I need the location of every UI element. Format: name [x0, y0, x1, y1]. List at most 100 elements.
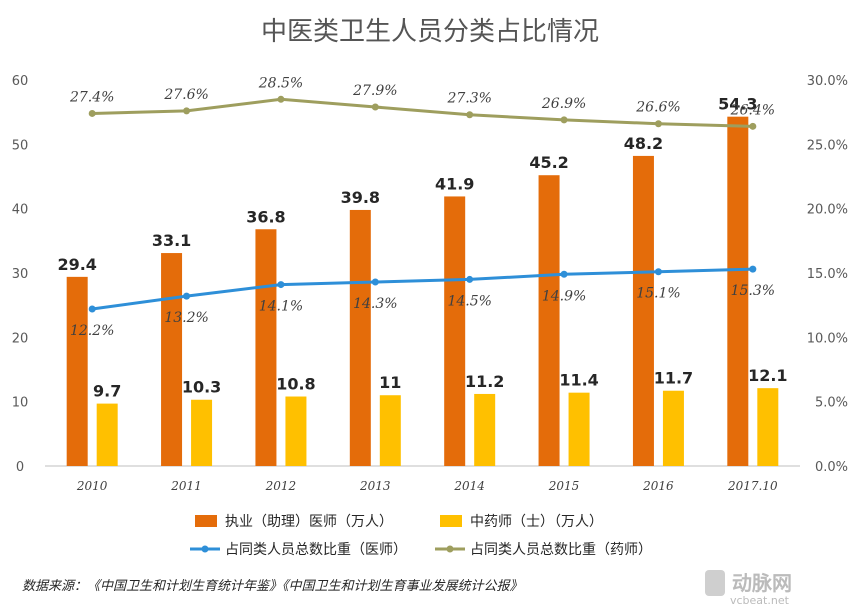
legend-label: 中药师（士）（万人） — [470, 514, 603, 530]
pharmacist-bar-label: 12.1 — [748, 366, 787, 385]
physician-share-line — [91, 267, 753, 311]
physician-bar — [349, 209, 371, 466]
pharmacist-bar-label: 11.4 — [559, 371, 598, 390]
physician-share-label: 12.2% — [70, 323, 114, 339]
left-y-tick: 60 — [12, 74, 29, 89]
pharmacist-bar — [757, 388, 779, 466]
physician-bar — [444, 196, 466, 466]
legend-swatch-marker — [446, 545, 454, 553]
source-note: 数据来源：《中国卫生和计划生育统计年鉴》《中国卫生和计划生育事业发展统计公报》 — [22, 578, 523, 594]
physician-bar-label: 45.2 — [529, 153, 568, 172]
pharmacist-share-point — [371, 103, 379, 111]
pharmacist-bar — [191, 399, 213, 466]
physician-bar-label: 54.3 — [718, 95, 757, 114]
watermark-logo: 动脉网 vcbeat.net — [705, 570, 792, 607]
physician-bar — [538, 175, 560, 467]
pharmacist-share-label: 27.4% — [69, 89, 114, 105]
x-tick-label: 2016 — [642, 479, 674, 493]
pharmacist-bar-label: 11 — [379, 373, 401, 392]
physician-share-point — [749, 265, 757, 273]
pharmacist-share-label: 26.6% — [635, 100, 680, 116]
pharmacist-share-label: 26.4% — [730, 102, 775, 118]
physician-share-label: 14.3% — [353, 296, 397, 312]
left-y-tick: 50 — [12, 138, 29, 153]
physician-share-point — [654, 268, 662, 276]
bars — [66, 116, 779, 467]
left-y-tick: 40 — [12, 203, 29, 218]
right-y-tick: 10.0% — [807, 331, 848, 346]
watermark-url: vcbeat.net — [730, 594, 790, 607]
physician-bar — [255, 229, 277, 466]
pharmacist-share-point — [277, 95, 285, 103]
pharmacist-share-point — [183, 107, 191, 115]
pharmacist-bar — [285, 396, 307, 466]
left-y-tick: 0 — [16, 460, 24, 475]
physician-share-point — [560, 270, 568, 278]
x-tick-label: 2017.10 — [727, 479, 778, 493]
pharmacist-share-label: 27.9% — [352, 83, 397, 99]
pharmacist-bar — [474, 393, 496, 466]
legend-swatch-bar — [440, 515, 462, 527]
physician-share-label: 14.5% — [447, 293, 491, 309]
x-tick-label: 2012 — [265, 479, 297, 493]
pharmacist-bar — [379, 395, 401, 466]
x-tick-label: 2011 — [170, 479, 202, 493]
watermark-icon — [705, 570, 725, 596]
physician-bar — [727, 116, 749, 467]
right-y-tick: 5.0% — [815, 396, 848, 411]
right-y-tick: 0.0% — [815, 460, 848, 475]
physician-share-label: 14.1% — [259, 299, 303, 315]
x-tick-label: 2015 — [548, 479, 580, 493]
legend-label: 执业（助理）医师（万人） — [225, 514, 393, 530]
physician-share-point — [88, 305, 96, 313]
physician-bar-label: 39.8 — [341, 188, 380, 207]
physician-share-label: 15.3% — [731, 283, 775, 299]
legend: 执业（助理）医师（万人） 中药师（士）（万人） 占同类人员总数比重（医师） 占同类人员… — [190, 514, 652, 558]
physician-share-label: 13.2% — [164, 310, 208, 326]
physician-bar-label: 48.2 — [624, 134, 663, 153]
pharmacist-bar-label: 10.8 — [276, 375, 315, 394]
pharmacist-bar — [568, 392, 590, 466]
physician-share-point — [183, 292, 191, 300]
legend-swatch-bar — [195, 515, 217, 527]
pharmacist-share-label: 27.6% — [163, 87, 208, 103]
pharmacist-bar-label: 11.7 — [654, 369, 693, 388]
pharmacist-share-point — [749, 122, 757, 130]
physician-bar — [632, 155, 654, 466]
pharmacist-share-point — [466, 111, 474, 119]
pharmacist-bar — [662, 390, 684, 466]
legend-label: 占同类人员总数比重（药师） — [470, 542, 652, 558]
lines — [88, 95, 757, 313]
physician-bar-label: 41.9 — [435, 174, 474, 193]
pharmacist-share-point — [88, 109, 96, 117]
axes: 0 10 20 30 40 50 60 0.0% 5.0% 10.0% 15.0% 20.0% 25.0… — [12, 74, 848, 493]
x-tick-label: 2013 — [359, 479, 391, 493]
x-tick-label: 2010 — [76, 479, 108, 493]
chart-title: 中医类卫生人员分类占比情况 — [261, 17, 599, 47]
data-labels: 29.4 33.1 36.8 39.8 41.9 45.2 48.2 54.3 9.7 10.3 1… — [57, 75, 787, 400]
physician-bar-label: 36.8 — [246, 207, 285, 226]
physician-bar — [66, 276, 88, 466]
pharmacist-share-label: 26.9% — [541, 96, 586, 112]
physician-share-point — [277, 281, 285, 289]
left-y-tick: 10 — [12, 396, 29, 411]
pharmacist-share-point — [560, 116, 568, 124]
left-y-tick: 30 — [12, 267, 29, 282]
pharmacist-bar-label: 11.2 — [465, 372, 504, 391]
right-y-tick: 30.0% — [807, 74, 848, 89]
pharmacist-share-point — [654, 120, 662, 128]
left-y-tick: 20 — [12, 331, 29, 346]
pharmacist-share-label: 27.3% — [446, 91, 491, 107]
pharmacist-bar-label: 10.3 — [182, 378, 221, 397]
watermark-text: 动脉网 — [732, 571, 792, 595]
right-y-tick: 25.0% — [807, 138, 848, 153]
pharmacist-share-label: 28.5% — [258, 75, 303, 91]
pharmacist-share-line — [92, 97, 753, 128]
right-y-tick: 20.0% — [807, 203, 848, 218]
physician-share-point — [371, 278, 379, 286]
legend-swatch-marker — [201, 545, 209, 553]
pharmacist-bar-label: 9.7 — [93, 382, 121, 401]
right-y-tick: 15.0% — [807, 267, 848, 282]
pharmacist-bar — [96, 403, 118, 466]
